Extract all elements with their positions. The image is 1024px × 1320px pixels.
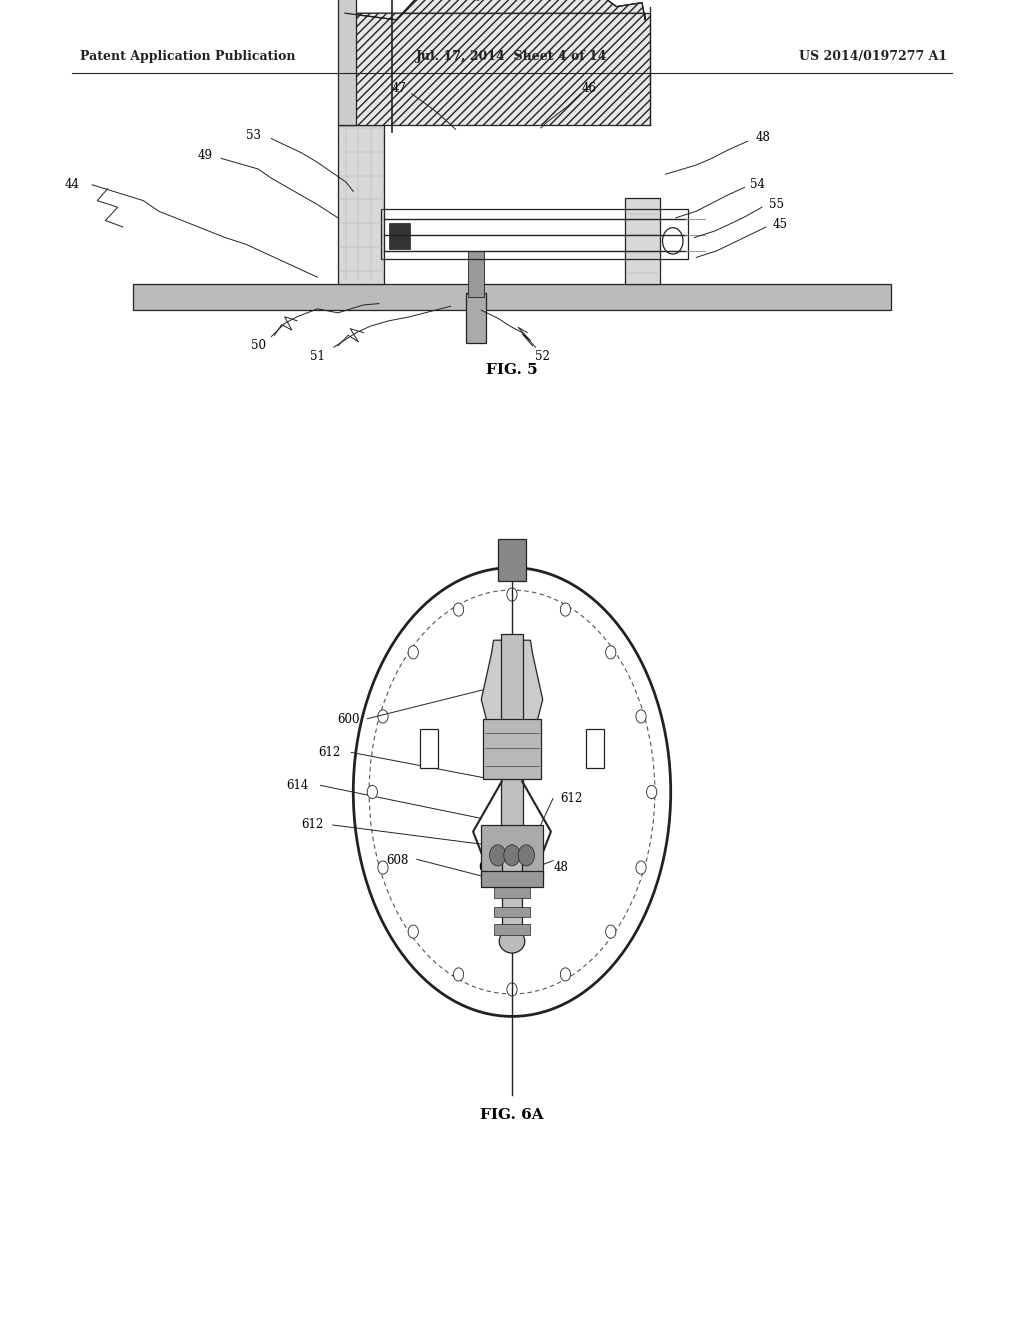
Bar [481,871,543,887]
Bar [501,634,523,891]
Bar [502,851,522,931]
Text: 55: 55 [769,198,783,211]
Bar [494,924,530,935]
Circle shape [378,861,388,874]
Bar [625,198,660,284]
Bar [494,887,530,898]
Ellipse shape [353,568,671,1016]
Circle shape [663,227,683,255]
Text: 53: 53 [247,129,261,143]
Circle shape [409,645,419,659]
Bar [468,251,484,297]
Bar [338,0,356,125]
Text: 612: 612 [560,792,583,805]
Text: 44: 44 [65,178,79,191]
Circle shape [560,603,570,616]
Circle shape [368,785,378,799]
Bar [389,223,410,249]
Bar [483,719,541,779]
Circle shape [605,925,615,939]
Circle shape [489,845,506,866]
Text: 50: 50 [251,339,265,352]
Circle shape [605,645,615,659]
Bar [481,825,543,878]
Circle shape [454,603,464,616]
Bar [340,13,650,125]
Circle shape [507,587,517,601]
Text: FIG. 6A: FIG. 6A [480,1109,544,1122]
Circle shape [507,983,517,997]
Text: US 2014/0197277 A1: US 2014/0197277 A1 [799,50,947,63]
Bar [586,729,604,768]
Bar [494,907,530,917]
Text: 52: 52 [536,350,550,363]
Text: Patent Application Publication: Patent Application Publication [80,50,295,63]
Text: 45: 45 [773,218,787,231]
Circle shape [518,845,535,866]
Bar [338,125,384,284]
Circle shape [454,968,464,981]
Text: 612: 612 [318,746,341,759]
Text: 600: 600 [337,713,359,726]
Bar [381,209,688,259]
Text: 47: 47 [392,82,407,95]
Circle shape [646,785,656,799]
Text: FIG. 5: FIG. 5 [486,363,538,376]
Text: 46: 46 [582,82,596,95]
Text: 51: 51 [310,350,325,363]
Text: 54: 54 [751,178,765,191]
Ellipse shape [500,929,524,953]
Circle shape [409,925,419,939]
Bar [133,284,891,310]
Circle shape [378,710,388,723]
Polygon shape [345,0,645,20]
Bar [420,729,438,768]
Text: 48: 48 [756,131,770,144]
Polygon shape [481,640,543,739]
Text: 610: 610 [478,861,501,874]
Text: 48: 48 [554,861,568,874]
Bar [466,293,486,343]
Bar [498,539,526,581]
Circle shape [636,710,646,723]
Text: Jul. 17, 2014  Sheet 4 of 14: Jul. 17, 2014 Sheet 4 of 14 [416,50,608,63]
Text: 608: 608 [386,854,409,867]
Text: 612: 612 [301,818,324,832]
Circle shape [504,845,520,866]
Text: 49: 49 [198,149,212,162]
Circle shape [636,861,646,874]
Text: 614: 614 [286,779,308,792]
Circle shape [560,968,570,981]
